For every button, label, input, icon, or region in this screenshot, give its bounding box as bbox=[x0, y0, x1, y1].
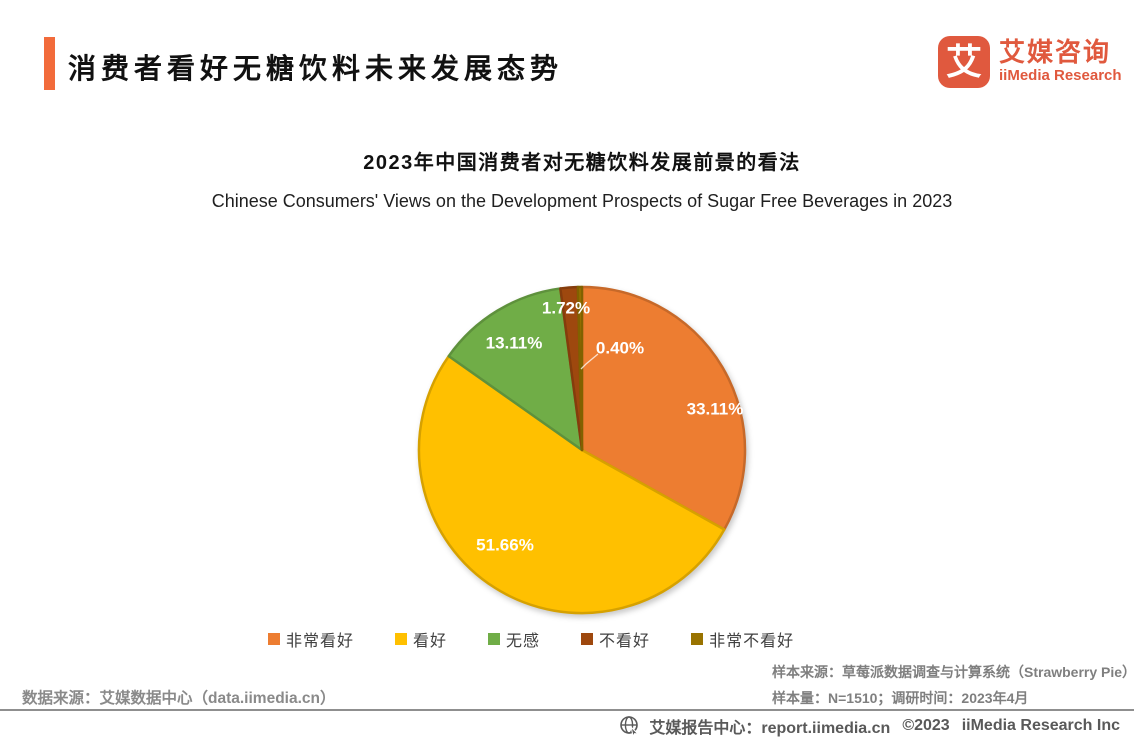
chart-subtitle: Chinese Consumers' Views on the Developm… bbox=[211, 191, 953, 211]
pie-data-label-4: 0.40% bbox=[596, 339, 644, 358]
legend-label: 看好 bbox=[413, 633, 448, 650]
legend-swatch-icon bbox=[395, 633, 408, 645]
chart-legend: 非常看好 看好 无感 不看好 非常不看好 bbox=[268, 627, 794, 651]
page-title: 消费者看好无糖饮料未来发展态势 bbox=[68, 53, 564, 84]
pie-data-label-0: 33.11% bbox=[687, 400, 744, 419]
footer-copyright: ©2023 bbox=[902, 717, 950, 734]
label-leader-line bbox=[580, 353, 599, 370]
logo-name-cn: 艾媒咨询 bbox=[999, 37, 1112, 67]
pie-slice-1 bbox=[417, 354, 726, 615]
title-accent-bar bbox=[44, 37, 55, 90]
chart-title: 2023年中国消费者对无糖饮料发展前景的看法 bbox=[363, 152, 801, 174]
logo-name-en: iiMedia Research bbox=[999, 66, 1122, 84]
iimedia-logo-icon: 艾 bbox=[938, 36, 990, 88]
sample-source-note: 样本来源：草莓派数据调查与计算系统（Strawberry Pie） bbox=[772, 664, 1134, 680]
chart-header: 2023年中国消费者对无糖饮料发展前景的看法 Chinese Consumers… bbox=[30, 146, 1134, 212]
legend-label: 不看好 bbox=[599, 633, 651, 650]
pie-slices bbox=[417, 285, 747, 615]
legend-item-0: 非常看好 bbox=[268, 627, 354, 651]
legend-swatch-icon bbox=[581, 633, 594, 645]
legend-label: 无感 bbox=[506, 633, 541, 650]
footer: 艾媒报告中心：report.iimedia.cn ©2023 iiMedia R… bbox=[619, 714, 1120, 737]
pie-data-label-1: 51.66% bbox=[476, 536, 534, 555]
pie-data-label-2: 13.11% bbox=[486, 334, 543, 353]
legend-swatch-icon bbox=[488, 633, 501, 645]
data-source-note: 数据来源：艾媒数据中心（data.iimedia.cn） bbox=[22, 690, 336, 707]
footer-report-center: 艾媒报告中心：report.iimedia.cn bbox=[649, 720, 891, 737]
pie-data-label-3: 1.72% bbox=[542, 299, 590, 318]
legend-item-3: 不看好 bbox=[581, 627, 650, 651]
legend-item-4: 非常不看好 bbox=[691, 627, 794, 651]
footer-divider bbox=[0, 709, 1134, 711]
pie-slice-2 bbox=[447, 287, 584, 452]
sample-info: 样本来源：草莓派数据调查与计算系统（Strawberry Pie） 样本量：N=… bbox=[772, 659, 1134, 711]
logo-text: 艾媒咨询 iiMedia Research bbox=[999, 36, 1122, 84]
legend-item-1: 看好 bbox=[395, 627, 447, 651]
footer-company: iiMedia Research Inc bbox=[961, 717, 1120, 734]
iimedia-logo: 艾 艾媒咨询 iiMedia Research bbox=[938, 36, 1122, 88]
pie-slice-0 bbox=[580, 285, 747, 531]
legend-item-2: 无感 bbox=[488, 627, 540, 651]
legend-label: 非常看好 bbox=[286, 633, 355, 650]
sample-meta-note: 样本量：N=1510；调研时间：2023年4月 bbox=[772, 690, 1029, 706]
legend-label: 非常不看好 bbox=[709, 633, 795, 650]
legend-swatch-icon bbox=[691, 633, 704, 645]
legend-swatch-icon bbox=[268, 633, 280, 645]
globe-cursor-icon bbox=[620, 716, 640, 737]
pie-slice-4 bbox=[576, 285, 584, 452]
